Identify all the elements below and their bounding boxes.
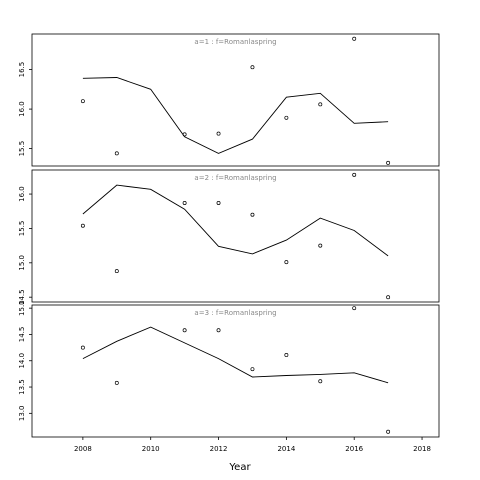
y-tick-label: 14.5 bbox=[18, 289, 26, 305]
observed-point bbox=[182, 328, 187, 333]
y-tick-label: 16.0 bbox=[18, 186, 26, 202]
x-tick-label: 2014 bbox=[277, 445, 295, 453]
y-tick-label: 14.5 bbox=[18, 327, 26, 343]
observed-point bbox=[284, 115, 289, 120]
x-axis: 2008 2010 2012 2014 2016 2018 bbox=[74, 437, 431, 453]
observed-point bbox=[114, 269, 119, 274]
observed-point bbox=[318, 102, 323, 107]
observed-point bbox=[216, 201, 221, 205]
observed-point bbox=[250, 212, 255, 217]
panel-frame bbox=[31, 169, 440, 303]
observed-point bbox=[80, 345, 85, 350]
strip-label: a=1 : f=Romanlaspring bbox=[194, 38, 276, 46]
observed-point bbox=[284, 353, 289, 357]
observed-point bbox=[182, 132, 187, 137]
observed-point bbox=[216, 131, 221, 136]
y-tick-label: 14.0 bbox=[18, 353, 26, 369]
y-tick-label: 13.0 bbox=[18, 406, 26, 422]
observed-point bbox=[386, 295, 391, 300]
observed-point bbox=[352, 172, 357, 177]
x-tick-label: 2016 bbox=[345, 445, 363, 453]
x-tick-label: 2008 bbox=[74, 445, 92, 453]
y-tick-label: 15.0 bbox=[18, 300, 26, 316]
panel-frame bbox=[31, 33, 440, 167]
observed-point bbox=[386, 429, 391, 434]
observed-point bbox=[284, 260, 289, 265]
y-tick-label: 15.0 bbox=[18, 255, 26, 271]
observed-point bbox=[386, 160, 391, 165]
fitted-line bbox=[82, 77, 389, 154]
observed-point bbox=[250, 65, 255, 70]
observed-point bbox=[352, 36, 357, 41]
observed-point bbox=[80, 223, 85, 228]
observed-point bbox=[80, 99, 85, 104]
fitted-line bbox=[82, 326, 389, 384]
y-tick-label: 13.5 bbox=[18, 379, 26, 395]
observed-point bbox=[114, 151, 119, 156]
observed-point bbox=[114, 380, 119, 385]
x-tick-label: 2018 bbox=[413, 445, 431, 453]
x-axis-title: Year bbox=[228, 462, 251, 473]
fitted-line bbox=[82, 184, 389, 257]
observed-point bbox=[318, 243, 323, 248]
x-tick-label: 2010 bbox=[142, 445, 160, 453]
observed-point bbox=[182, 201, 187, 205]
observed-point bbox=[318, 379, 323, 384]
observed-point bbox=[250, 367, 255, 372]
panel-2: a=2 : f=Romanlaspring 14.5 15.0 15.5 16.0 bbox=[18, 169, 440, 305]
x-tick-label: 2012 bbox=[210, 445, 228, 453]
y-tick-label: 16.0 bbox=[18, 101, 26, 117]
y-tick-label: 15.5 bbox=[18, 221, 26, 237]
panel-1: a=1 : f=Romanlaspring 15.5 16.0 16.5 bbox=[18, 33, 440, 167]
observed-point bbox=[216, 328, 221, 333]
strip-label: a=2 : f=Romanlaspring bbox=[194, 174, 276, 182]
strip-label: a=3 : f=Romanlaspring bbox=[194, 309, 276, 317]
y-tick-label: 15.5 bbox=[18, 141, 26, 157]
panels: a=1 : f=Romanlaspring 15.5 16.0 16.5 a=2 : f… bbox=[18, 33, 440, 438]
observed-point bbox=[352, 306, 357, 311]
panel-frame bbox=[31, 304, 440, 438]
y-tick-label: 16.5 bbox=[18, 62, 26, 78]
panel-3: a=3 : f=Romanlaspring 13.0 13.5 14.0 14.5 15.… bbox=[18, 300, 440, 438]
